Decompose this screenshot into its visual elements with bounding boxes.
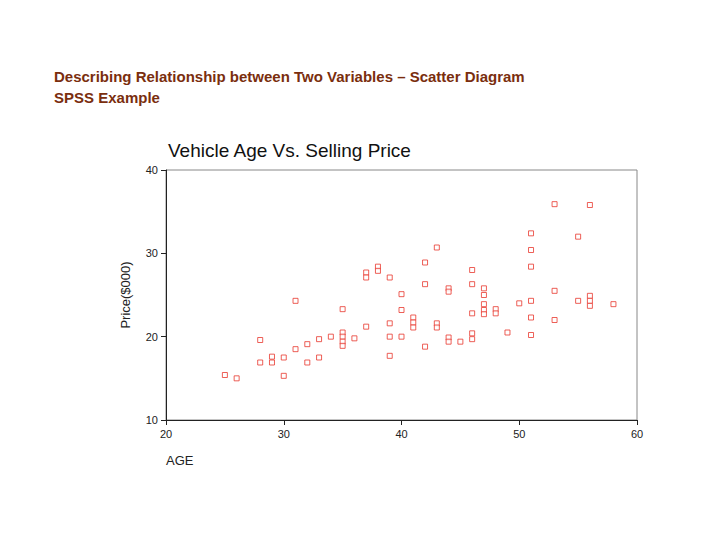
svg-text:AGE: AGE xyxy=(166,453,194,468)
svg-text:60: 60 xyxy=(631,428,643,440)
svg-text:40: 40 xyxy=(146,164,158,176)
svg-text:Price($000): Price($000) xyxy=(118,261,133,328)
svg-text:30: 30 xyxy=(146,247,158,259)
svg-text:40: 40 xyxy=(395,428,407,440)
svg-text:Vehicle Age Vs. Selling Price: Vehicle Age Vs. Selling Price xyxy=(168,140,411,161)
svg-text:10: 10 xyxy=(146,414,158,426)
html-text:SPSS Example: SPSS Example xyxy=(54,89,160,106)
svg-text:50: 50 xyxy=(513,428,525,440)
html-text:Describing Relationship betwee: Describing Relationship between Two Vari… xyxy=(54,68,525,85)
svg-text:20: 20 xyxy=(160,428,172,440)
svg-text:20: 20 xyxy=(146,331,158,343)
svg-text:30: 30 xyxy=(278,428,290,440)
